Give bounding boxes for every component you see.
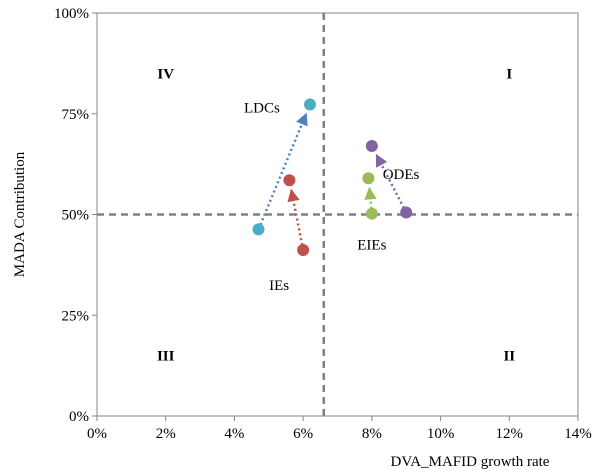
end-point — [362, 172, 375, 185]
trajectory-arrow — [287, 188, 305, 251]
x-axis-title: DVA_MAFID growth rate — [391, 454, 550, 470]
series-label: IEs — [269, 278, 289, 294]
end-point — [304, 98, 317, 111]
series-label: ODEs — [383, 167, 420, 183]
x-tick-label: 12% — [496, 426, 524, 442]
trajectory-arrow — [364, 186, 377, 214]
quadrant-label: III — [157, 349, 175, 365]
series-ies: IEs — [269, 174, 310, 294]
start-point — [365, 207, 378, 220]
y-tick-label: 50% — [62, 208, 90, 224]
series-odes: ODEs — [365, 139, 420, 219]
series-layer: LDCs IEs EIEs ODEs — [244, 98, 420, 294]
y-axis-ticks: 0% 25% 50% 75% 100% — [54, 6, 97, 425]
x-tick-label: 8% — [362, 426, 382, 442]
start-point — [297, 243, 310, 256]
series-label: LDCs — [244, 101, 280, 117]
x-axis-ticks: 0% 2% 4% 6% 8% 10% 12% 14% — [87, 416, 592, 442]
trajectory-arrow — [257, 112, 308, 230]
quadrant-label: I — [506, 66, 512, 82]
start-point — [252, 223, 265, 236]
x-tick-label: 6% — [293, 426, 313, 442]
x-tick-label: 10% — [427, 426, 455, 442]
end-point — [365, 139, 378, 152]
y-tick-label: 25% — [62, 308, 90, 324]
series-label: EIEs — [357, 238, 386, 254]
series-eies: EIEs — [357, 172, 387, 254]
y-tick-label: 100% — [54, 6, 89, 22]
x-tick-label: 4% — [224, 426, 244, 442]
y-tick-label: 75% — [62, 107, 90, 123]
x-tick-label: 2% — [156, 426, 176, 442]
series-ldcs: LDCs — [244, 98, 317, 236]
x-tick-label: 14% — [564, 426, 592, 442]
quadrant-label: II — [503, 349, 515, 365]
y-tick-label: 0% — [69, 409, 89, 425]
y-axis-title: MADA Contribution — [12, 151, 28, 277]
trajectory-arrow — [375, 153, 408, 214]
quadrant-label: IV — [157, 66, 174, 82]
end-point — [283, 174, 296, 187]
x-tick-label: 0% — [87, 426, 107, 442]
start-point — [400, 206, 413, 219]
reference-lines — [97, 13, 578, 416]
